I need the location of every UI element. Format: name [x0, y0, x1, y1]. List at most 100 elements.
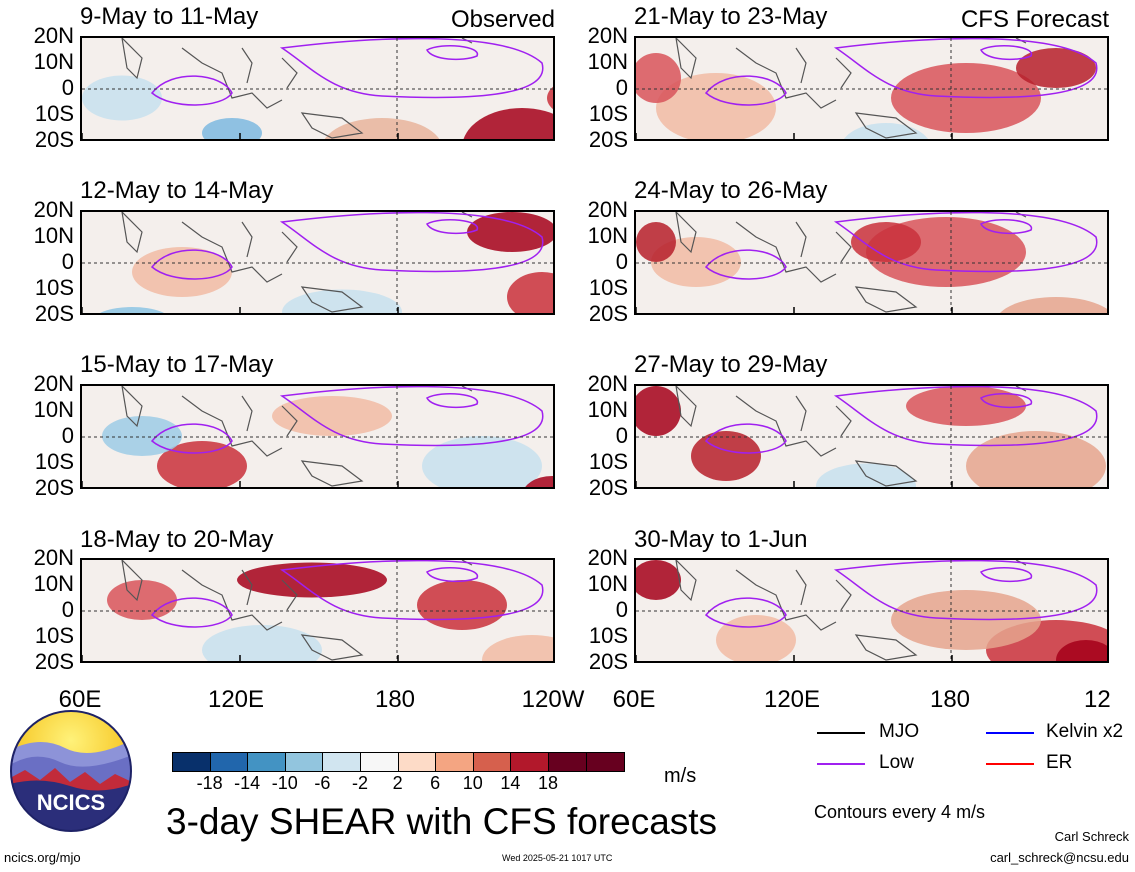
panel-title: 21-May to 23-May	[634, 3, 828, 30]
lon-label: 120E	[763, 686, 821, 713]
shear-anomaly	[636, 560, 681, 600]
lat-label: 20N	[33, 545, 74, 570]
legend-kelvin-line	[986, 732, 1034, 734]
lon-label: 180	[929, 686, 971, 713]
shear-anomaly	[107, 580, 177, 620]
colorbar-tick-label: 10	[462, 773, 483, 793]
shear-anomaly	[716, 615, 796, 661]
panel-title: 9-May to 11-May	[80, 3, 259, 30]
colorbar-tick-label: -2	[351, 773, 369, 793]
colorbar-tick-label: -14	[234, 773, 261, 793]
lat-label: 0	[61, 423, 74, 448]
logo-icon: NCICS	[10, 710, 132, 832]
lat-label: 20S	[588, 475, 628, 500]
shear-anomaly	[851, 222, 921, 262]
footer-site[interactable]: ncics.org/mjo	[4, 850, 81, 865]
shear-anomaly	[417, 580, 507, 630]
lat-label: 10S	[588, 623, 628, 648]
lat-label: 0	[61, 75, 74, 100]
shear-anomaly	[324, 118, 440, 139]
panel-title: 18-May to 20-May	[80, 526, 274, 553]
shear-field	[636, 38, 1107, 139]
lat-label: 10N	[587, 49, 628, 74]
map-panel	[80, 36, 555, 141]
legend-low-label: Low	[879, 752, 914, 773]
lon-label: 120E	[207, 686, 265, 713]
shear-anomaly	[202, 118, 262, 139]
lat-label: 20S	[34, 301, 74, 326]
shear-anomaly	[507, 272, 553, 313]
lat-label: 10S	[34, 275, 74, 300]
low-contour	[426, 219, 478, 235]
lat-label: 10S	[34, 623, 74, 648]
shear-anomaly	[1016, 48, 1096, 88]
legend-er-line	[986, 763, 1034, 765]
low-contour	[980, 393, 1032, 409]
low-contour	[980, 45, 1032, 61]
shear-field	[636, 386, 1107, 487]
lat-label: 10N	[33, 49, 74, 74]
colorbar-tick-label: -6	[314, 773, 331, 793]
low-contour	[426, 567, 478, 583]
lat-label: 10S	[34, 101, 74, 126]
lat-label: 10N	[33, 223, 74, 248]
map-panel	[80, 210, 555, 315]
colorbar-swatch	[285, 753, 324, 771]
footer-timestamp: Wed 2025-05-21 1017 UTC	[502, 853, 613, 863]
shear-anomaly	[636, 222, 676, 262]
lat-label: 0	[61, 597, 74, 622]
panel-title: 12-May to 14-May	[80, 177, 274, 204]
lat-label: 20S	[588, 301, 628, 326]
colorbar-swatch	[436, 753, 474, 771]
lat-label: 0	[615, 423, 628, 448]
map-panel	[80, 384, 555, 489]
lat-label: 20S	[34, 127, 74, 152]
coastline	[121, 560, 473, 661]
low-contour	[279, 386, 544, 447]
lat-label: 20N	[587, 371, 628, 396]
coastline	[675, 386, 1027, 487]
coastline	[675, 38, 1027, 139]
logo-text: NCICS	[37, 790, 105, 815]
colorbar-swatch	[398, 753, 437, 771]
lat-label: 10S	[34, 449, 74, 474]
colorbar-tick-label: -10	[271, 773, 298, 793]
lat-label: 20N	[33, 371, 74, 396]
coastline	[121, 38, 473, 139]
shear-anomaly	[1000, 297, 1107, 313]
footer-email[interactable]: carl_schreck@ncsu.edu	[990, 850, 1129, 865]
lat-label: 20S	[588, 649, 628, 674]
coastline	[675, 212, 1027, 313]
map-panel	[80, 558, 555, 663]
shear-anomaly	[636, 386, 681, 436]
lat-label: 20S	[588, 127, 628, 152]
colorbar-tick-label: 14	[500, 773, 521, 793]
low-contour	[279, 560, 544, 621]
panel-title: 15-May to 17-May	[80, 351, 274, 378]
shear-anomaly	[636, 53, 681, 103]
colorbar-tick-label: 2	[392, 773, 403, 793]
low-contour	[279, 38, 544, 99]
shear-field	[82, 560, 553, 661]
lat-label: 10S	[588, 275, 628, 300]
shear-anomaly	[906, 386, 1026, 426]
legend-er-label: ER	[1046, 752, 1073, 773]
lat-label: 10N	[33, 571, 74, 596]
lat-label: 10S	[588, 449, 628, 474]
shear-anomaly	[102, 416, 182, 456]
shear-anomaly	[202, 625, 322, 661]
shear-anomaly	[422, 436, 542, 487]
low-contour	[833, 38, 1098, 99]
map-panel	[634, 210, 1109, 315]
main-title: 3-day SHEAR with CFS forecasts	[166, 801, 718, 842]
low-contour	[833, 560, 1098, 621]
shear-anomaly	[656, 73, 776, 139]
legend-low-line	[817, 763, 865, 765]
colorbar-swatch	[586, 753, 625, 771]
legend-kelvin-label: Kelvin x2	[1046, 721, 1124, 742]
lat-label: 20N	[587, 23, 628, 48]
lat-label: 10N	[587, 223, 628, 248]
colorbar-swatch	[173, 753, 211, 771]
footer-author: Carl Schreck	[1054, 829, 1129, 844]
shear-anomaly	[82, 75, 162, 121]
